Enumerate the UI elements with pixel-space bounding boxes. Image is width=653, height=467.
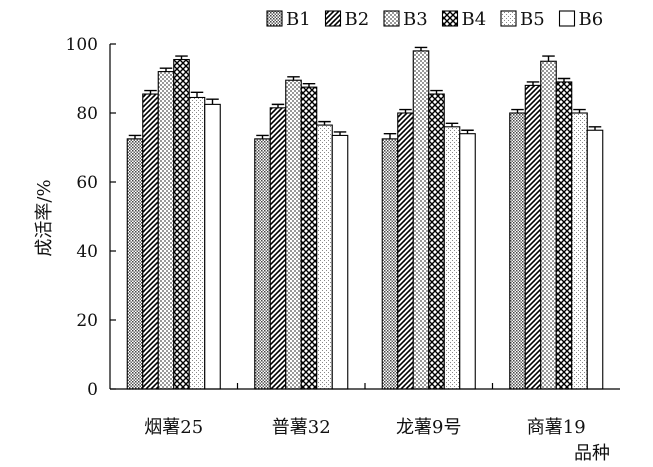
bar-b4-2 [428, 93, 445, 390]
x-category-label: 普薯32 [272, 417, 331, 438]
legend-label-b1: B1 [286, 9, 311, 30]
y-tick-label: 0 [87, 380, 98, 400]
legend: B1 B2 B3 B4 B5 B6 [266, 9, 604, 30]
legend-label-b2: B2 [345, 9, 370, 30]
legend-swatch-b3 [383, 10, 400, 27]
error-bar [461, 129, 474, 134]
legend-swatch-b2 [324, 10, 342, 27]
bar-series [126, 46, 604, 390]
legend-label-b6: B6 [579, 9, 604, 30]
bar-b1-2 [381, 138, 399, 390]
y-tick-label: 80 [76, 104, 98, 124]
y-tick-label: 20 [76, 311, 98, 331]
bar-b4-3 [555, 81, 573, 390]
bar-b4-1 [300, 86, 318, 390]
bar-b3-2 [412, 50, 430, 390]
error-bar [399, 108, 412, 113]
bar-b5-0 [188, 96, 206, 390]
legend-label-b4: B4 [462, 9, 487, 30]
error-bar [190, 91, 204, 98]
bar-b4-0 [173, 58, 190, 390]
bar-b5-3 [571, 112, 588, 390]
error-bar [175, 55, 188, 60]
bar-b5-1 [316, 124, 333, 390]
legend-swatch-b6 [558, 10, 576, 27]
bar-b2-2 [397, 112, 414, 390]
bar-b1-3 [509, 112, 526, 390]
error-bar [256, 134, 269, 139]
bar-b2-0 [142, 93, 159, 390]
y-axis-title: 成活率/% [34, 179, 55, 256]
error-bar [144, 89, 157, 95]
error-bar [557, 77, 571, 82]
y-tick-label: 100 [66, 35, 98, 55]
error-bar [159, 67, 173, 72]
bar-b3-1 [285, 79, 302, 390]
bar-b3-3 [540, 60, 557, 390]
error-bar [511, 108, 524, 113]
error-bar [430, 89, 443, 95]
bar-b5-2 [443, 126, 461, 390]
bar-b6-2 [459, 133, 476, 390]
x-axis-title: 品种 [574, 443, 610, 464]
bar-b2-3 [524, 84, 542, 390]
legend-label-b5: B5 [520, 9, 545, 30]
bar-b1-1 [254, 138, 271, 390]
bar-b6-3 [586, 129, 604, 390]
legend-swatch-b5 [500, 10, 517, 27]
error-bar [588, 126, 602, 131]
error-bar [414, 46, 428, 51]
error-bar [318, 120, 331, 126]
bar-b2-1 [269, 107, 287, 390]
error-bar [271, 103, 285, 108]
error-bar [287, 76, 300, 81]
y-tick-label: 60 [76, 173, 98, 193]
error-bar [445, 122, 459, 127]
legend-label-b3: B3 [403, 9, 428, 30]
legend-swatch-b4 [441, 10, 459, 27]
legend-swatch-b1 [266, 10, 283, 27]
x-category-label: 商薯19 [527, 417, 586, 438]
bar-b6-0 [204, 103, 221, 390]
error-bar [206, 98, 219, 105]
x-category-label: 龙薯9号 [396, 417, 461, 438]
bar-b3-0 [157, 71, 175, 390]
error-bar [128, 134, 142, 139]
error-bar [573, 108, 586, 113]
error-bar [542, 55, 555, 62]
error-bar [526, 81, 540, 86]
error-bar [383, 133, 397, 139]
x-category-label: 烟薯25 [144, 417, 203, 438]
bar-b1-0 [126, 138, 144, 390]
bar-b6-1 [331, 134, 349, 390]
x-axis-labels: 烟薯25 普薯32 龙薯9号 商薯19 [144, 383, 586, 438]
error-bar [333, 131, 347, 136]
y-tick-label: 40 [76, 242, 98, 262]
y-axis-ticks: 0 20 40 60 80 100 [66, 35, 116, 400]
error-bar [302, 82, 316, 88]
